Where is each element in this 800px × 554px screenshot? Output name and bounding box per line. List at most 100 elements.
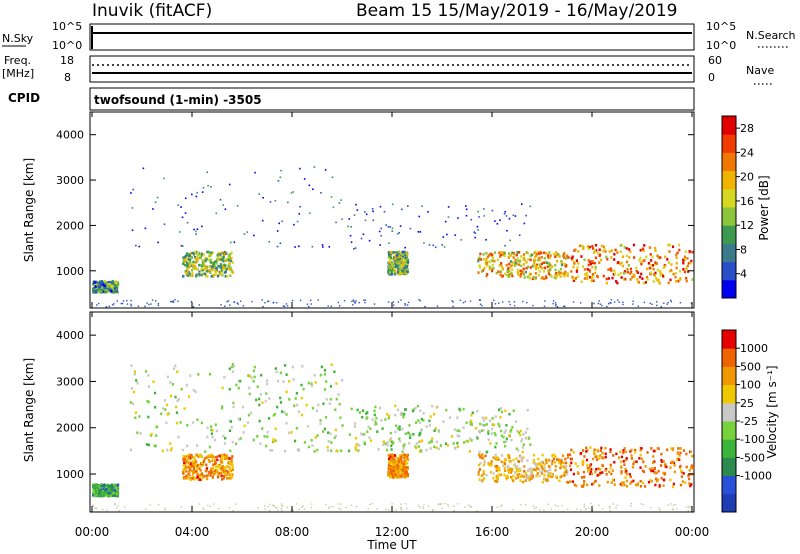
echo-cell: [600, 258, 603, 262]
echo-cell: [284, 364, 287, 367]
echo-cell: [465, 439, 468, 443]
echo-cell: [214, 461, 217, 465]
echo-cell: [594, 470, 597, 474]
echo-cell: [225, 252, 228, 255]
echo-cell: [224, 466, 227, 469]
echo-cell: [574, 277, 578, 280]
echo-cell: [274, 367, 277, 370]
echo-cell: [387, 226, 390, 228]
echo-cell: [224, 250, 227, 254]
echo-cell: [111, 279, 115, 283]
echo-cell: [623, 270, 627, 273]
x-tick-label: 08:00: [275, 525, 310, 539]
echo-cell: [481, 416, 484, 420]
echo-cell: [195, 230, 197, 233]
echo-cell: [404, 466, 408, 470]
echo-cell: [202, 253, 205, 256]
station-title: Inuvik (fitACF): [92, 1, 212, 21]
echo-cell: [634, 450, 637, 454]
echo-cell: [588, 245, 591, 249]
echo-cell: [526, 474, 529, 478]
echo-cell: [635, 269, 638, 273]
echo-cell: [385, 448, 389, 452]
echo-cell: [669, 478, 672, 482]
echo-cell: [327, 305, 329, 307]
echo-cell: [641, 277, 644, 280]
echo-cell: [473, 231, 475, 233]
echo-cell: [573, 277, 576, 281]
echo-cell: [216, 256, 220, 259]
echo-cell: [314, 381, 317, 384]
echo-cell: [394, 458, 397, 462]
echo-cell: [175, 411, 179, 415]
echo-cell: [519, 455, 522, 459]
echo-cell: [184, 197, 187, 200]
echo-cell: [541, 276, 544, 279]
echo-cell: [620, 261, 623, 265]
echo-cell: [428, 441, 431, 444]
echo-cell: [555, 303, 557, 306]
echo-cell: [580, 476, 584, 479]
echo-cell: [196, 471, 199, 475]
echo-cell: [347, 225, 349, 228]
echo-cell: [248, 392, 251, 396]
echo-cell: [420, 417, 423, 421]
echo-cell: [395, 509, 397, 511]
echo-cell: [495, 477, 499, 481]
echo-cell: [258, 419, 261, 423]
echo-cell: [537, 266, 540, 270]
echo-cell: [164, 507, 166, 509]
echo-cell: [565, 272, 568, 276]
echo-cell: [138, 415, 141, 418]
echo-cell: [419, 440, 422, 443]
echo-cell: [481, 478, 484, 482]
echo-cell: [511, 261, 514, 264]
echo-cell: [210, 470, 213, 474]
echo-cell: [184, 464, 187, 468]
echo-cell: [555, 252, 558, 256]
echo-cell: [607, 277, 610, 280]
echo-cell: [683, 258, 687, 261]
echo-cell: [211, 454, 214, 458]
echo-cell: [389, 475, 392, 479]
echo-cell: [613, 483, 616, 486]
echo-cell: [517, 263, 521, 266]
echo-cell: [326, 449, 329, 452]
echo-cell: [625, 472, 628, 476]
echo-cell: [638, 259, 641, 262]
echo-cell: [586, 449, 589, 452]
velocity-echoes: [92, 363, 695, 512]
echo-cell: [688, 477, 691, 481]
echo-cell: [529, 443, 532, 447]
echo-cell: [388, 271, 391, 275]
echo-cell: [135, 244, 137, 247]
echo-cell: [432, 244, 435, 247]
echo-cell: [555, 475, 558, 478]
echo-cell: [498, 251, 501, 255]
echo-cell: [106, 490, 109, 494]
echo-cell: [482, 470, 486, 474]
echo-cell: [605, 472, 608, 476]
echo-cell: [469, 506, 471, 508]
echo-cell: [419, 409, 422, 413]
power-colorbar-label: Power [dB]: [757, 175, 771, 240]
echo-cell: [276, 245, 279, 248]
echo-cell: [115, 492, 119, 495]
echo-cell: [175, 421, 179, 425]
echo-cell: [194, 463, 197, 467]
echo-cell: [559, 475, 563, 479]
echo-cell: [223, 252, 226, 256]
echo-cell: [194, 250, 197, 254]
echo-cell: [477, 259, 480, 263]
echo-cell: [509, 239, 511, 242]
echo-cell: [629, 272, 632, 275]
echo-cell: [469, 300, 472, 302]
echo-cell: [529, 474, 533, 477]
echo-cell: [398, 454, 402, 458]
echo-cell: [202, 474, 205, 478]
echo-cell: [589, 464, 592, 468]
echo-cell: [237, 417, 240, 421]
echo-cell: [204, 256, 207, 260]
echo-cell: [200, 267, 203, 270]
